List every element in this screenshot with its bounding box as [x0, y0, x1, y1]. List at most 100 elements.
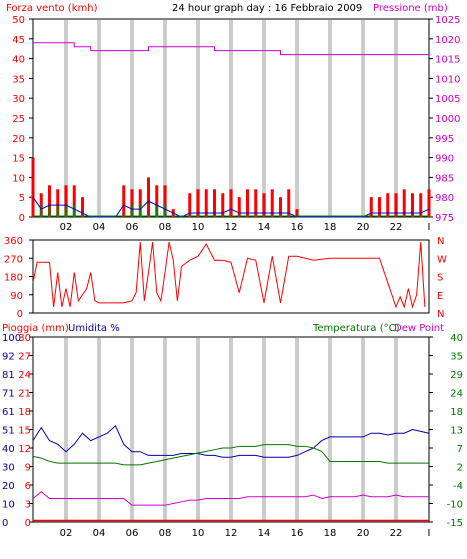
temperature-tick-label: -15	[447, 518, 463, 529]
wind-bar	[64, 185, 68, 217]
wind-bar	[270, 189, 274, 217]
x-tick-label: I	[428, 528, 431, 539]
chart-title: 24 hour graph day : 16 Febbraio 2009	[172, 3, 362, 14]
wind-tick-label: 20	[12, 134, 25, 145]
temperature-tick-label: -4	[453, 481, 463, 492]
wind-tick-label: 25	[12, 114, 25, 125]
rain-tick-label: 0	[25, 518, 31, 529]
humidity-tick-label: 71	[2, 389, 15, 400]
grid-bar	[130, 20, 134, 216]
wind-bar	[196, 189, 200, 217]
grid-bar	[229, 20, 233, 216]
temperature-tick-label: 18	[450, 407, 463, 418]
grid-bar	[328, 20, 332, 216]
humidity-tick-label: 30	[2, 463, 15, 474]
wind-bar	[229, 189, 233, 217]
direction-tick-label: 270	[4, 254, 23, 265]
wind-bar	[386, 193, 390, 217]
humidity-tick-label: 0	[2, 518, 8, 529]
grid-bar	[295, 20, 299, 216]
wind-tick-label: 5	[19, 193, 25, 204]
temperature-tick-label: 7	[457, 444, 463, 455]
direction-tick-label: 0	[17, 309, 23, 320]
wind-bar	[246, 189, 249, 217]
wind-bar	[419, 193, 423, 217]
rain-tick-label: 27	[18, 352, 31, 363]
rain-tick-label: 24	[18, 370, 31, 381]
wind-bar	[237, 197, 241, 217]
grid-bar	[361, 338, 365, 521]
wind-bar	[48, 185, 51, 217]
grid-bar	[262, 338, 266, 521]
wind-bar	[163, 185, 167, 217]
x-tick-label: 22	[390, 222, 403, 233]
grid-bar	[196, 20, 200, 216]
x-tick-label: 12	[225, 528, 238, 539]
x-tick-label: 16	[291, 528, 304, 539]
x-tick-label: 04	[93, 528, 106, 539]
pressure-tick-label: 1020	[435, 35, 460, 46]
x-tick-label: 06	[126, 222, 139, 233]
temperature-line	[32, 444, 429, 466]
x-tick-label: 02	[60, 528, 73, 539]
humidity-tick-label: 100	[2, 333, 21, 344]
pressure-axis-label: Pressione (mb)	[373, 3, 448, 14]
direction-tick-label: 180	[4, 273, 23, 284]
pressure-tick-label: 1000	[435, 114, 460, 125]
pressure-tick-label: 985	[435, 173, 454, 184]
x-tick-label: 16	[291, 222, 304, 233]
pressure-tick-label: 990	[435, 154, 454, 165]
temperature-tick-label: 35	[450, 352, 463, 363]
wind-bar	[369, 197, 373, 217]
grid-bar	[64, 338, 68, 521]
grid-bar	[163, 338, 167, 521]
compass-label: W	[437, 254, 447, 265]
x-tick-label: 18	[324, 528, 337, 539]
x-tick-label: 10	[192, 222, 205, 233]
grid-bar	[361, 20, 365, 216]
humidity-axis-label: Umidita %	[68, 323, 120, 334]
temperature-tick-label: 29	[450, 370, 463, 381]
x-tick-label: 06	[126, 528, 139, 539]
rain-tick-label: 30	[18, 333, 31, 344]
wind-bar	[262, 193, 266, 217]
wind-bar	[378, 197, 381, 217]
humidity-tick-label: 10	[2, 500, 15, 511]
x-tick-label: 08	[159, 222, 172, 233]
wind-bar	[138, 189, 142, 217]
grid-bar	[97, 20, 101, 216]
grid-bar	[97, 338, 101, 521]
pressure-line	[33, 42, 429, 56]
wind-bar	[213, 189, 216, 217]
wind-bar	[221, 193, 225, 217]
x-tick-label: 12	[225, 222, 238, 233]
grid-bar	[262, 20, 266, 216]
gust-bar	[164, 205, 166, 217]
humidity-tick-label: 40	[2, 444, 15, 455]
rain-tick-label: 12	[18, 444, 31, 455]
rain-tick-label: 3	[25, 500, 31, 511]
humidity-tick-label: 20	[2, 481, 15, 492]
wind-bar	[188, 193, 192, 217]
wind-bar	[287, 189, 291, 217]
wind-bar	[56, 189, 60, 217]
pressure-tick-label: 1005	[435, 94, 460, 105]
wind-tick-label: 50	[12, 15, 25, 26]
wind-tick-label: 45	[12, 35, 25, 46]
compass-label: N	[437, 309, 444, 320]
wind-bar	[155, 185, 159, 217]
wind-bar	[402, 189, 406, 217]
gust-bar	[131, 205, 133, 217]
rain-tick-label: 9	[25, 463, 31, 474]
pressure-tick-label: 975	[435, 213, 454, 224]
wind-bar	[411, 193, 414, 217]
wind-tick-label: 15	[12, 154, 25, 165]
temperature-tick-label: 40	[450, 333, 463, 344]
grid-bar	[295, 338, 299, 521]
humidity-tick-label: 92	[2, 352, 15, 363]
grid-bar	[328, 338, 332, 521]
x-tick-label: 18	[324, 222, 337, 233]
wind-average-line	[32, 196, 430, 218]
